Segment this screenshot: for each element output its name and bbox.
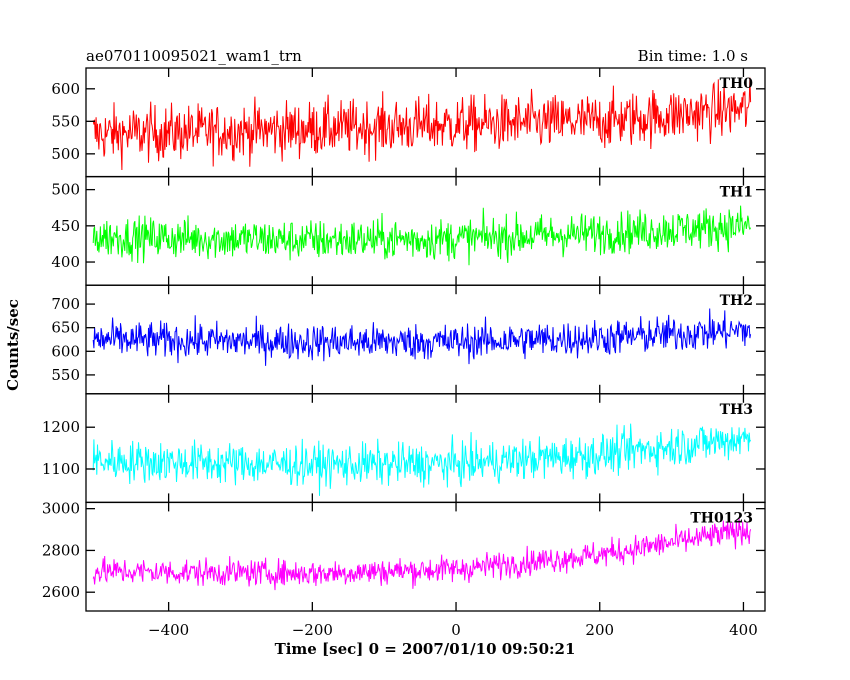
y-axis-label: Counts/sec bbox=[4, 299, 22, 391]
panel-label-th2: TH2 bbox=[720, 293, 753, 309]
y-tick-label: 2800 bbox=[42, 541, 80, 559]
y-tick-label: 550 bbox=[51, 112, 80, 130]
y-tick-label: 650 bbox=[51, 319, 80, 337]
series-line-th0 bbox=[92, 77, 752, 171]
y-tick-label: 400 bbox=[51, 253, 80, 271]
y-tick-label: 450 bbox=[51, 217, 80, 235]
y-tick-label: 500 bbox=[51, 145, 80, 163]
x-tick-label: 200 bbox=[585, 621, 614, 639]
y-tick-label: 2600 bbox=[42, 583, 80, 601]
panel-label-th1: TH1 bbox=[720, 185, 753, 201]
y-tick-label: 500 bbox=[51, 181, 80, 199]
y-tick-label: 550 bbox=[51, 366, 80, 384]
y-tick-label: 3000 bbox=[42, 500, 80, 518]
y-tick-label: 700 bbox=[51, 295, 80, 313]
x-tick-label: −200 bbox=[292, 621, 333, 639]
panel-label-th0123: TH0123 bbox=[690, 510, 753, 526]
panels-group: 500 550 600 TH0 400 450 500 TH1 550 600 650 700 TH2 1… bbox=[42, 67, 766, 639]
y-tick-label: 600 bbox=[51, 342, 80, 360]
y-tick-label: 600 bbox=[51, 80, 80, 98]
x-tick-label: 0 bbox=[451, 621, 461, 639]
series-line-th0123 bbox=[92, 518, 752, 591]
chart-title: ae070110095021_wam1_trn bbox=[86, 47, 302, 65]
x-tick-label: 400 bbox=[729, 621, 758, 639]
x-axis-label: Time [sec] 0 = 2007/01/10 09:50:21 bbox=[275, 640, 576, 658]
series-line-th2 bbox=[92, 308, 752, 366]
series-line-th3 bbox=[92, 423, 752, 496]
bin-time-label: Bin time: 1.0 s bbox=[638, 47, 748, 65]
y-tick-label: 1100 bbox=[42, 460, 80, 478]
panel-label-th3: TH3 bbox=[720, 402, 753, 418]
panel-label-th0: TH0 bbox=[720, 76, 754, 92]
x-tick-label: −400 bbox=[148, 621, 189, 639]
y-tick-label: 1200 bbox=[42, 418, 80, 436]
series-line-th1 bbox=[92, 205, 752, 266]
panel-frame-th0123 bbox=[85, 501, 766, 612]
